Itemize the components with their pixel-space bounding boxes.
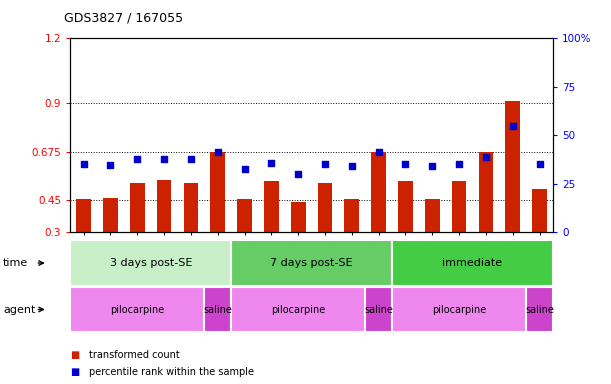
Text: percentile rank within the sample: percentile rank within the sample (89, 367, 254, 377)
Point (454, 161, 464, 167)
Text: time: time (3, 258, 28, 268)
Bar (76, 199, 91, 232)
Bar (237, 199, 252, 232)
Bar (157, 180, 172, 232)
Bar (452, 180, 466, 232)
Text: 7 days post-SE: 7 days post-SE (270, 258, 353, 268)
Bar (318, 183, 332, 232)
Point (186, 156, 196, 162)
Text: transformed count: transformed count (89, 350, 180, 360)
Text: pilocarpine: pilocarpine (271, 305, 325, 314)
Point (320, 161, 330, 167)
Point (133, 156, 142, 162)
Point (374, 149, 384, 155)
Bar (264, 180, 279, 232)
Text: saline: saline (364, 305, 393, 314)
Point (266, 160, 276, 166)
Bar (103, 198, 118, 232)
Point (535, 161, 544, 167)
Bar (532, 189, 547, 232)
Text: pilocarpine: pilocarpine (432, 305, 486, 314)
Text: saline: saline (525, 305, 554, 314)
Bar (345, 199, 359, 232)
Point (240, 166, 249, 172)
Text: pilocarpine: pilocarpine (110, 305, 164, 314)
Bar (291, 202, 306, 232)
Bar (371, 152, 386, 232)
Text: GDS3827 / 167055: GDS3827 / 167055 (64, 12, 183, 25)
Point (159, 156, 169, 162)
Point (293, 171, 303, 177)
Bar (130, 183, 145, 232)
Text: ■: ■ (70, 367, 79, 377)
Text: immediate: immediate (442, 258, 503, 268)
Point (428, 163, 437, 169)
Text: 3 days post-SE: 3 days post-SE (109, 258, 192, 268)
Bar (398, 180, 413, 232)
Text: ■: ■ (70, 350, 79, 360)
Bar (505, 101, 520, 232)
Text: saline: saline (203, 305, 232, 314)
Point (347, 162, 357, 169)
Bar (478, 152, 493, 232)
Bar (210, 152, 225, 232)
Point (481, 154, 491, 161)
Point (508, 122, 518, 129)
Bar (183, 183, 199, 232)
Point (79, 161, 89, 167)
Bar (425, 199, 440, 232)
Point (401, 161, 411, 167)
Point (106, 162, 115, 168)
Point (213, 149, 222, 155)
Text: agent: agent (3, 305, 35, 314)
